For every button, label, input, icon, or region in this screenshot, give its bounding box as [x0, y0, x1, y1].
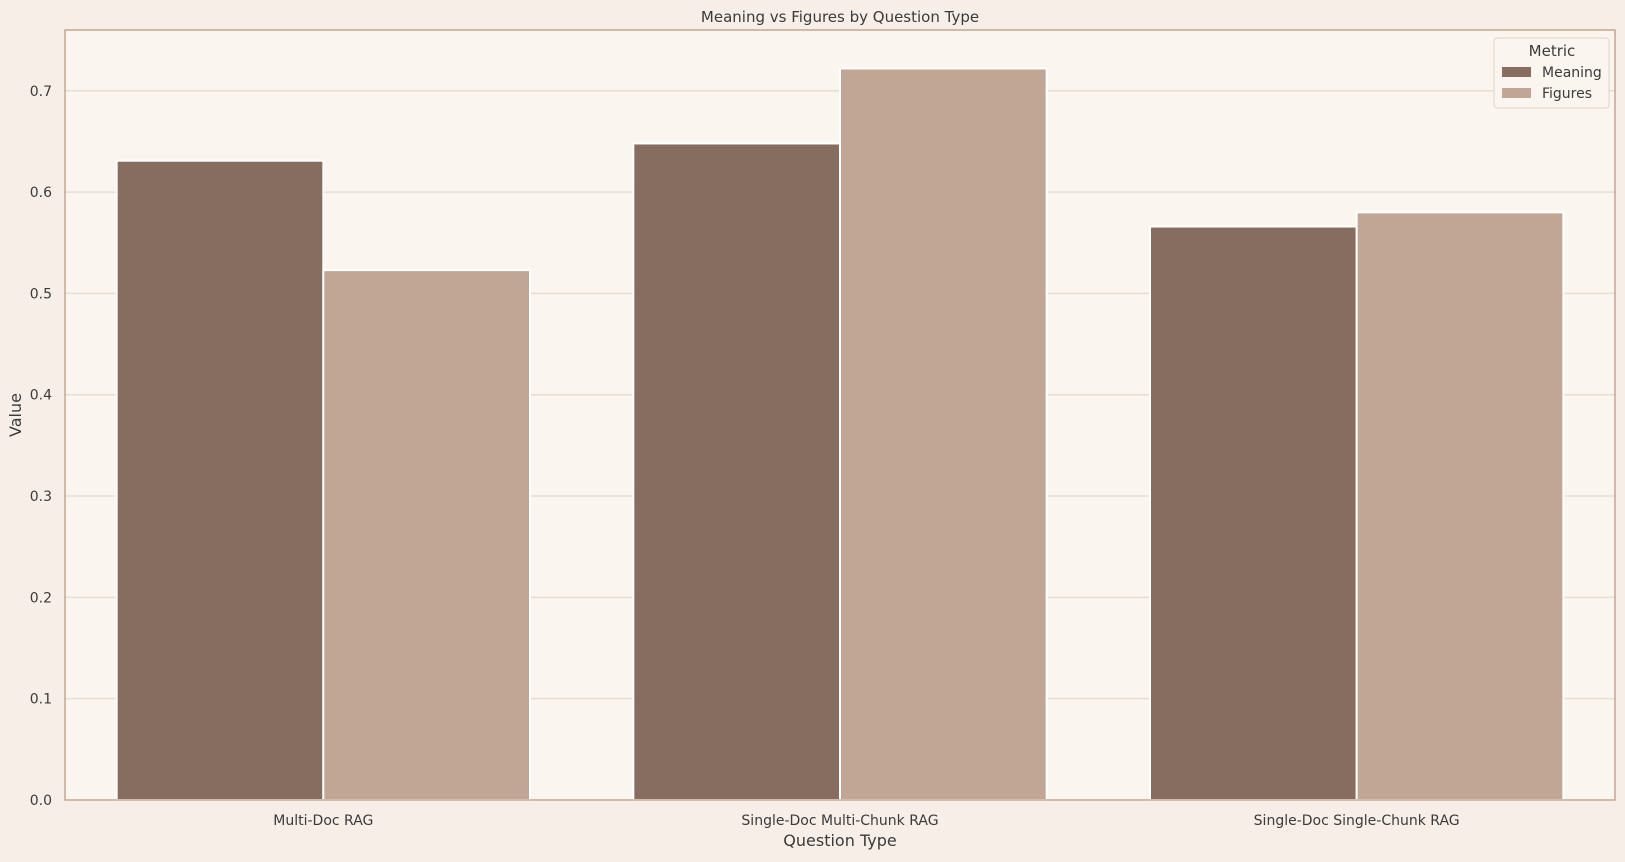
y-tick-label: 0.6 [30, 185, 52, 201]
bar-meaning-3 [1149, 225, 1358, 802]
y-tick-label: 0.2 [30, 590, 52, 606]
y-tick-label: 0.1 [30, 692, 52, 708]
plot-frame [64, 29, 1616, 801]
bar-meaning-2 [632, 142, 841, 801]
bar-figures-2 [839, 67, 1048, 801]
legend-title: Metric [1529, 42, 1576, 60]
x-tick-label: Single-Doc Single-Chunk RAG [1254, 813, 1460, 829]
legend-items: Meaning Figures [1502, 65, 1602, 102]
bar-meaning-1 [115, 159, 325, 801]
x-axis-ticks: Multi-Doc RAG Single-Doc Multi-Chunk RAG S… [273, 813, 1459, 829]
legend-label-meaning: Meaning [1542, 65, 1602, 81]
x-tick-label: Multi-Doc RAG [273, 813, 373, 829]
legend: Metric Meaning Figures [1493, 37, 1610, 109]
y-axis-ticks: 0.0 0.1 0.2 0.3 0.4 0.5 0.6 0.7 [30, 84, 52, 809]
chart-title: Meaning vs Figures by Question Type [701, 8, 979, 26]
y-tick-label: 0.0 [30, 793, 52, 809]
bar-figures-1 [322, 269, 532, 801]
legend-swatch-meaning [1502, 67, 1531, 77]
y-tick-label: 0.3 [30, 489, 52, 505]
bar-figures-3 [1355, 211, 1565, 802]
x-axis-label: Question Type [783, 831, 896, 850]
legend-swatch-figures [1502, 88, 1531, 98]
y-tick-label: 0.5 [30, 286, 52, 302]
legend-label-figures: Figures [1542, 86, 1592, 102]
y-tick-label: 0.7 [30, 84, 52, 100]
x-tick-label: Single-Doc Multi-Chunk RAG [741, 813, 938, 829]
y-tick-label: 0.4 [30, 388, 52, 404]
y-axis-label: Value [6, 393, 25, 437]
